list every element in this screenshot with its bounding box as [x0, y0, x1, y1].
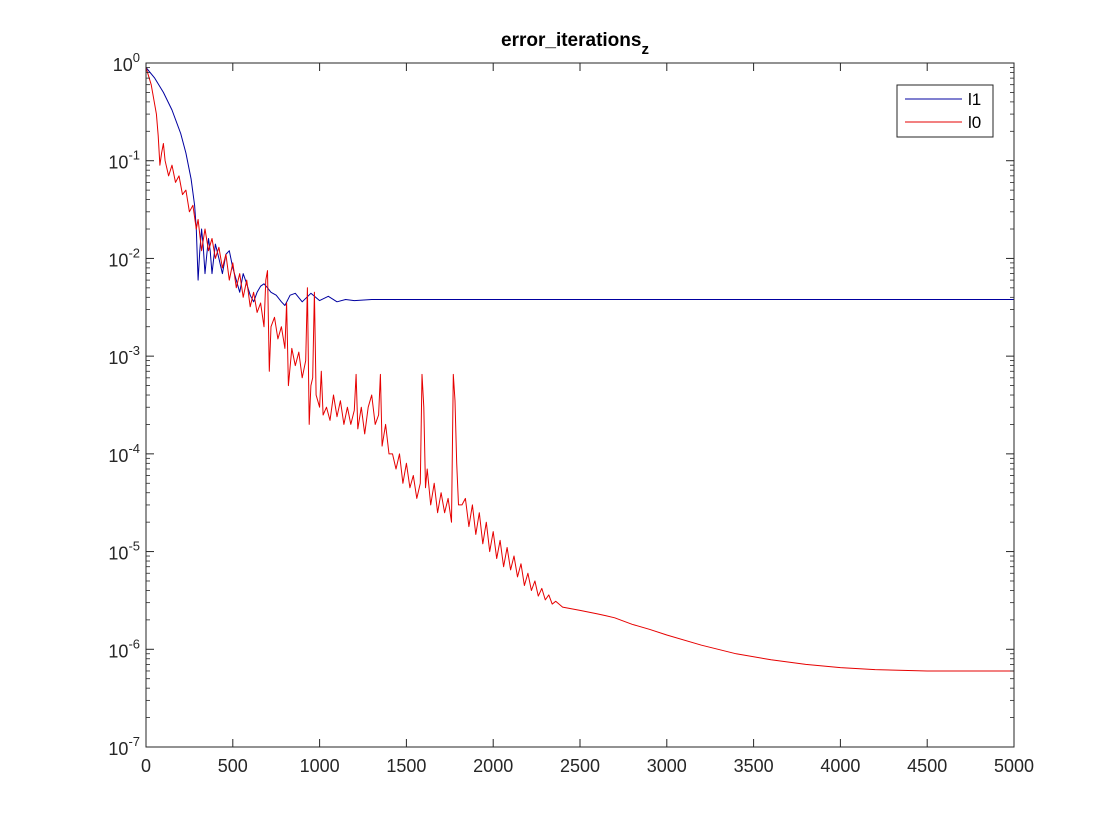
x-tick-label-1000: 1000 — [300, 756, 340, 776]
x-tick-label-5000: 5000 — [994, 756, 1034, 776]
y-tick-label-0: 100 — [113, 50, 140, 75]
y-tick-label-1: 10-1 — [108, 148, 140, 173]
chart-title-main: error_iterations — [501, 30, 641, 51]
legend-label-l0: l0 — [968, 113, 981, 132]
legend-box — [896, 84, 994, 138]
x-tick-label-2000: 2000 — [473, 756, 513, 776]
y-tick-label-7: 10-7 — [108, 734, 140, 759]
x-tick-label-0: 0 — [141, 756, 151, 776]
x-tick-label-3500: 3500 — [734, 756, 774, 776]
y-tick-label-6: 10-6 — [108, 636, 140, 661]
x-tick-label-1500: 1500 — [386, 756, 426, 776]
chart-title: error_iterationsz — [501, 30, 649, 58]
chart-title-subscript: z — [641, 41, 649, 58]
y-tick-label-2: 10-2 — [108, 245, 140, 270]
series-layer — [145, 67, 1014, 672]
tick-labels-layer: 0 500 1000 1500 2000 2500 3000 3500 4000 4500 5000… — [108, 50, 1034, 776]
x-tick-label-500: 500 — [218, 756, 248, 776]
y-tick-label-3: 10-3 — [108, 343, 140, 368]
legend: l1 l0 — [896, 84, 994, 138]
axes-background — [146, 63, 1014, 747]
x-tick-label-4000: 4000 — [820, 756, 860, 776]
ticks-layer — [145, 62, 1015, 748]
x-tick-label-4500: 4500 — [907, 756, 947, 776]
series-line-l0 — [145, 67, 1014, 672]
y-tick-label-5: 10-5 — [108, 539, 140, 564]
x-tick-label-3000: 3000 — [647, 756, 687, 776]
plot-area: 0 500 1000 1500 2000 2500 3000 3500 4000 4500 5000… — [108, 50, 1034, 776]
y-tick-label-4: 10-4 — [108, 441, 140, 466]
legend-label-l1: l1 — [968, 90, 981, 109]
x-tick-label-2500: 2500 — [560, 756, 600, 776]
